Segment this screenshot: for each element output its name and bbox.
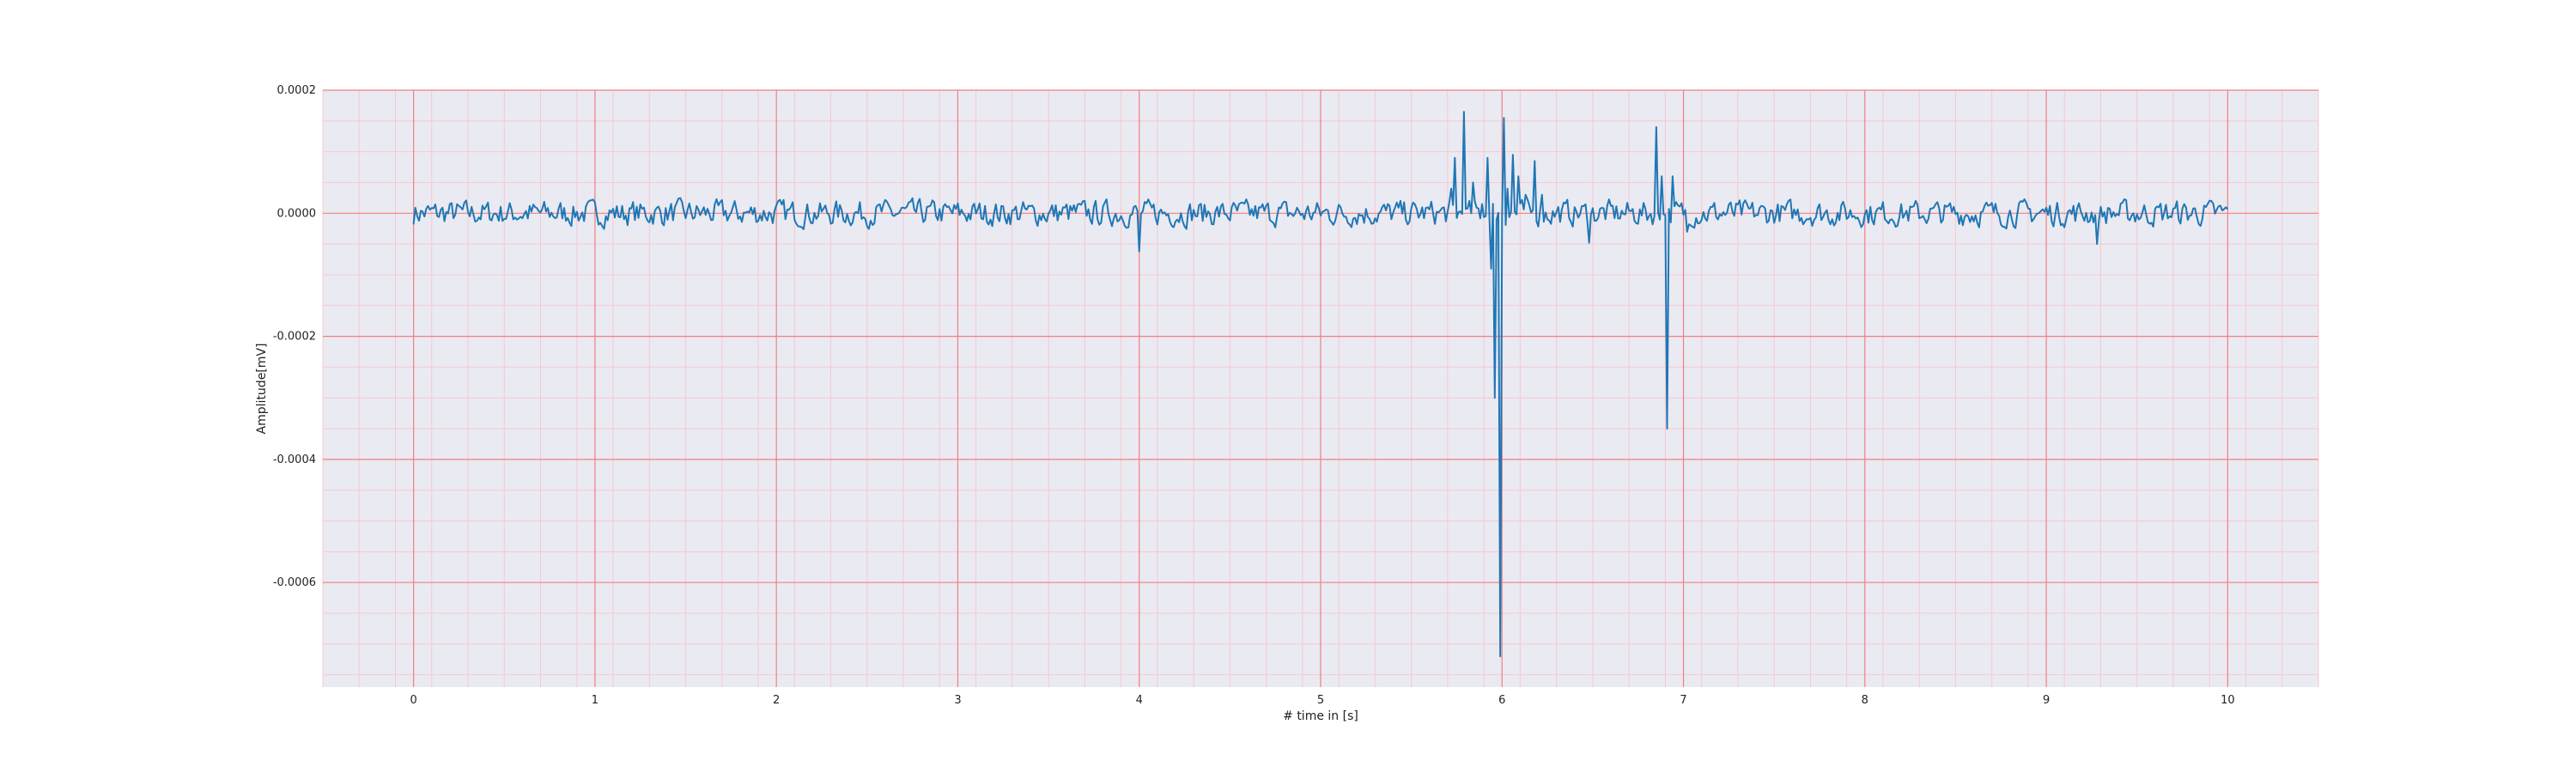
plot-area: [412, 111, 2229, 658]
x-tick-label: 3: [954, 694, 961, 707]
y-tick-label: -0.0006: [273, 576, 316, 589]
x-axis-ticks: 0 1 2 3 4 5 6 7 8 9 10: [410, 694, 2234, 707]
y-tick-label: -0.0002: [273, 331, 316, 344]
y-tick-label: 0.0002: [277, 84, 317, 97]
x-tick-label: 10: [2221, 694, 2235, 707]
x-tick-label: 1: [592, 694, 598, 707]
x-tick-label: 4: [1136, 694, 1143, 707]
x-tick-label: 6: [1498, 694, 1505, 707]
x-tick-label: 9: [2043, 694, 2050, 707]
x-tick-label: 8: [1862, 694, 1868, 707]
x-tick-label: 0: [410, 694, 416, 707]
x-tick-label: 5: [1317, 694, 1324, 707]
y-axis-ticks: 0.0002 0.0000 -0.0002 -0.0004 -0.0006: [273, 84, 316, 589]
y-tick-label: -0.0004: [273, 453, 316, 466]
series-line-0: [412, 111, 2229, 658]
y-axis-label: Amplitude[mV]: [255, 344, 269, 435]
x-tick-label: 7: [1680, 694, 1686, 707]
x-axis-label: # time in [s]: [1283, 709, 1358, 723]
y-tick-label: 0.0000: [277, 207, 317, 220]
x-tick-label: 2: [773, 694, 780, 707]
minor-grid: [322, 90, 2319, 687]
